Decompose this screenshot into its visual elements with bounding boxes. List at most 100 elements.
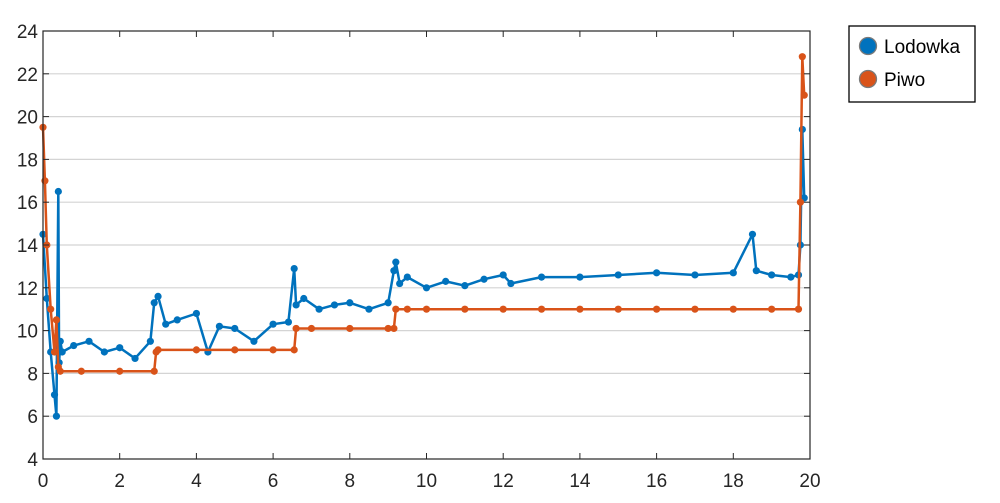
- data-point-lodowka: [292, 301, 300, 309]
- data-point-piwo: [403, 305, 411, 313]
- y-tick-label: 20: [17, 108, 38, 129]
- data-point-piwo: [796, 198, 805, 206]
- data-point-piwo: [422, 305, 431, 313]
- data-point-piwo: [691, 305, 699, 313]
- data-point-lodowka: [52, 412, 61, 420]
- data-point-piwo: [192, 346, 200, 354]
- x-tick-label: 0: [38, 471, 49, 492]
- x-tick-label: 18: [723, 471, 744, 492]
- data-point-piwo: [307, 324, 316, 333]
- data-point-lodowka: [192, 309, 200, 318]
- y-tick-label: 8: [27, 364, 38, 385]
- data-point-lodowka: [300, 294, 308, 303]
- y-tick-label: 22: [17, 65, 38, 86]
- y-tick-label: 10: [17, 322, 38, 343]
- data-point-piwo: [346, 324, 354, 333]
- data-point-piwo: [50, 348, 59, 356]
- y-tick-label: 12: [17, 279, 38, 300]
- data-point-piwo: [290, 346, 298, 354]
- data-point-piwo: [231, 346, 239, 354]
- data-point-piwo: [41, 177, 49, 185]
- data-point-lodowka: [346, 299, 354, 307]
- data-point-piwo: [116, 367, 124, 375]
- data-point-piwo: [798, 53, 806, 61]
- data-point-piwo: [77, 367, 85, 375]
- data-point-lodowka: [390, 267, 398, 275]
- data-point-lodowka: [653, 269, 661, 277]
- data-point-piwo: [461, 305, 469, 313]
- x-tick-label: 6: [268, 471, 279, 492]
- data-point-piwo: [653, 305, 661, 313]
- data-point-lodowka: [396, 279, 404, 288]
- data-point-piwo: [269, 346, 277, 354]
- data-point-piwo: [768, 305, 776, 313]
- x-tick-label: 20: [799, 471, 820, 492]
- data-point-lodowka: [537, 273, 546, 281]
- data-point-piwo: [150, 367, 158, 375]
- x-tick-label: 2: [114, 471, 125, 492]
- data-point-piwo: [52, 316, 61, 324]
- data-point-lodowka: [70, 341, 78, 350]
- data-point-lodowka: [768, 271, 776, 279]
- y-tick-label: 18: [17, 150, 38, 171]
- data-point-lodowka: [691, 271, 699, 279]
- data-point-lodowka: [442, 277, 450, 285]
- data-point-piwo: [154, 346, 162, 354]
- data-point-lodowka: [250, 337, 258, 345]
- data-point-lodowka: [173, 316, 181, 324]
- data-point-piwo: [729, 305, 737, 313]
- data-point-lodowka: [162, 320, 170, 328]
- data-point-lodowka: [131, 354, 139, 363]
- data-point-piwo: [392, 305, 400, 313]
- y-tick-label: 24: [17, 22, 39, 43]
- legend-marker-piwo: [858, 69, 878, 89]
- x-tick-label: 16: [646, 471, 667, 492]
- data-point-lodowka: [507, 279, 515, 288]
- data-point-lodowka: [54, 187, 62, 196]
- data-point-lodowka: [614, 271, 622, 279]
- data-point-lodowka: [58, 348, 66, 356]
- data-point-piwo: [499, 305, 507, 313]
- legend: Lodowka Piwo: [848, 25, 976, 103]
- data-point-lodowka: [422, 284, 431, 292]
- data-point-lodowka: [284, 318, 293, 326]
- x-tick-label: 12: [493, 471, 514, 492]
- legend-label-piwo: Piwo: [884, 70, 925, 91]
- data-point-lodowka: [315, 305, 323, 313]
- data-point-lodowka: [787, 273, 795, 281]
- data-point-lodowka: [231, 324, 239, 333]
- data-point-lodowka: [403, 273, 411, 281]
- data-point-lodowka: [215, 322, 224, 330]
- data-point-lodowka: [146, 337, 154, 345]
- data-point-lodowka: [752, 267, 760, 275]
- data-point-lodowka: [330, 301, 339, 309]
- data-point-lodowka: [154, 292, 162, 300]
- data-point-lodowka: [499, 271, 507, 279]
- y-tick-label: 16: [17, 193, 38, 214]
- data-point-piwo: [537, 305, 546, 313]
- data-point-lodowka: [748, 230, 757, 238]
- data-point-lodowka: [384, 299, 392, 307]
- data-point-lodowka: [150, 299, 158, 307]
- data-point-lodowka: [729, 269, 737, 277]
- data-point-piwo: [614, 305, 622, 313]
- data-point-piwo: [576, 305, 584, 313]
- data-point-lodowka: [576, 273, 584, 281]
- x-tick-label: 4: [191, 471, 202, 492]
- data-point-lodowka: [85, 337, 93, 345]
- data-point-piwo: [800, 91, 808, 99]
- data-point-piwo: [384, 324, 392, 333]
- data-point-lodowka: [116, 344, 124, 352]
- data-point-piwo: [794, 305, 803, 313]
- data-point-lodowka: [269, 320, 277, 328]
- data-point-lodowka: [392, 258, 400, 266]
- series-layer: [39, 53, 808, 420]
- legend-marker-lodowka: [858, 36, 878, 56]
- data-point-lodowka: [480, 275, 488, 283]
- x-tick-label: 14: [569, 471, 591, 492]
- data-point-lodowka: [50, 391, 59, 399]
- data-point-lodowka: [100, 348, 108, 356]
- y-tick-label: 14: [17, 236, 39, 257]
